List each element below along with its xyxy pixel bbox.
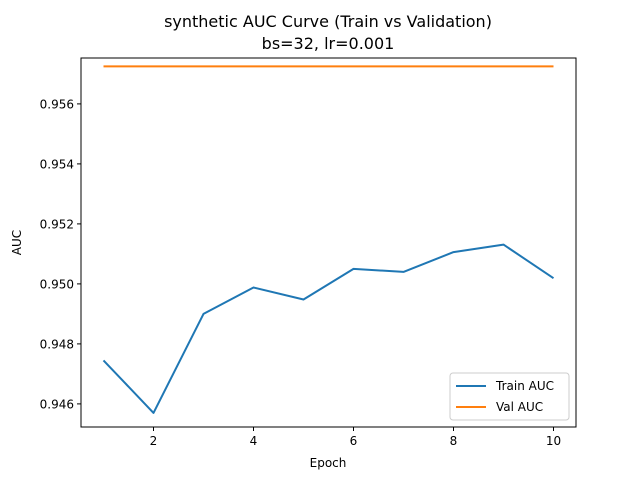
x-tick-label: 2 (150, 434, 158, 448)
y-tick-label: 0.956 (40, 97, 74, 111)
y-tick-label: 0.952 (40, 217, 74, 231)
plot-frame (80, 57, 577, 428)
y-tick-label: 0.948 (40, 337, 74, 351)
x-axis-label: Epoch (310, 456, 347, 470)
y-axis-ticks: 0.946 0.948 0.950 0.952 0.954 0.956 (40, 97, 81, 411)
y-tick-label: 0.950 (40, 277, 74, 291)
legend-label-train-auc: Train AUC (495, 379, 554, 393)
x-axis-ticks: 2 4 6 8 10 (150, 427, 561, 448)
legend-label-val-auc: Val AUC (496, 400, 543, 414)
x-tick-label: 4 (250, 434, 258, 448)
x-tick-label: 6 (350, 434, 358, 448)
plot-series (102, 65, 555, 414)
chart-title: synthetic AUC Curve (Train vs Validation… (164, 12, 492, 31)
y-axis-label: AUC (10, 230, 24, 255)
chart-subtitle: bs=32, lr=0.001 (262, 34, 395, 53)
x-tick-label: 10 (546, 434, 561, 448)
x-tick-label: 8 (450, 434, 458, 448)
y-tick-label: 0.954 (40, 157, 74, 171)
legend-box (449, 372, 570, 421)
series-line-train-auc (102, 243, 555, 414)
y-tick-label: 0.946 (40, 397, 74, 411)
legend: Train AUC Val AUC (449, 372, 570, 421)
